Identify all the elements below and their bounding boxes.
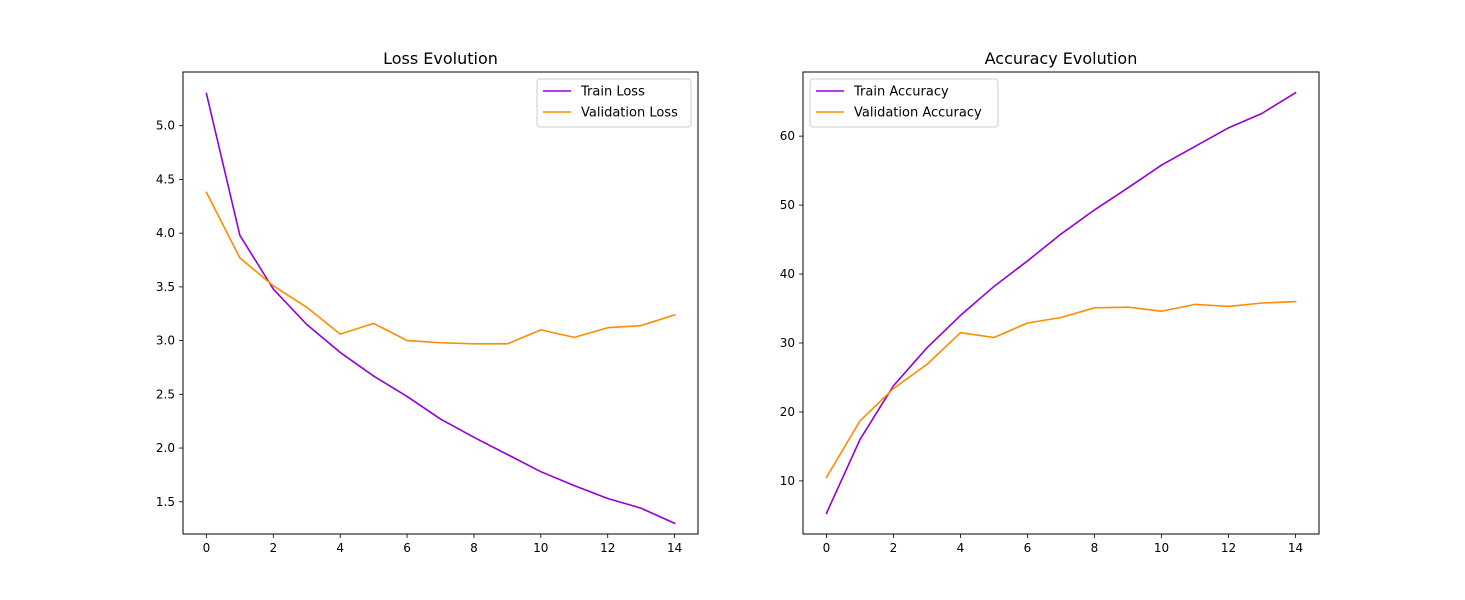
loss-x-tick-label: 12 — [600, 541, 615, 555]
loss-y-tick-label: 5.0 — [156, 119, 175, 133]
loss-plot-frame — [182, 71, 699, 535]
accuracy-legend-label-train-accuracy: Train Accuracy — [853, 85, 949, 100]
loss-legend-box — [536, 78, 692, 128]
accuracy-series-line-validation-accuracy — [825, 300, 1297, 479]
loss-x-tick-label: 6 — [403, 541, 411, 555]
accuracy-x-tick-label: 2 — [890, 541, 898, 555]
accuracy-chart: Accuracy Evolution 0 2 4 6 8 10 12 14 10 20 30 40 50 6… — [780, 49, 1320, 555]
loss-x-tick-label: 10 — [533, 541, 548, 555]
loss-x-tick-label: 14 — [667, 541, 682, 555]
accuracy-series-line-train-accuracy — [825, 91, 1297, 515]
loss-y-tick-label: 2.0 — [156, 441, 175, 455]
loss-series-line-train-loss — [205, 92, 676, 525]
loss-chart: Loss Evolution 0 2 4 6 8 10 12 14 1.5 2.0 2.5 3.0 3.5… — [156, 49, 699, 555]
accuracy-y-tick-label: 10 — [780, 474, 795, 488]
accuracy-x-tick-label: 0 — [823, 541, 831, 555]
accuracy-x-tick-label: 12 — [1221, 541, 1236, 555]
accuracy-x-tick-label: 6 — [1024, 541, 1032, 555]
loss-legend: Train Loss Validation Loss — [536, 78, 692, 128]
accuracy-y-tick-label: 40 — [780, 267, 795, 281]
accuracy-x-tick-label: 10 — [1154, 541, 1169, 555]
accuracy-y-tick-label: 30 — [780, 336, 795, 350]
loss-y-tick-label: 1.5 — [156, 495, 175, 509]
accuracy-plot-frame — [802, 71, 1320, 535]
accuracy-x-tick-label: 14 — [1288, 541, 1303, 555]
accuracy-chart-title: Accuracy Evolution — [985, 49, 1138, 68]
loss-x-tick-label: 8 — [470, 541, 478, 555]
loss-x-tick-label: 2 — [269, 541, 277, 555]
accuracy-y-tick-label: 20 — [780, 405, 795, 419]
accuracy-y-tick-label: 60 — [780, 129, 795, 143]
loss-y-tick-label: 2.5 — [156, 387, 175, 401]
loss-x-tick-label: 0 — [203, 541, 211, 555]
loss-x-tick-label: 4 — [336, 541, 344, 555]
loss-legend-label-train-loss: Train Loss — [580, 85, 645, 100]
loss-series-line-validation-loss — [205, 191, 676, 345]
loss-y-tick-label: 3.5 — [156, 280, 175, 294]
loss-chart-title: Loss Evolution — [383, 49, 498, 68]
accuracy-legend: Train Accuracy Validation Accuracy — [809, 78, 999, 128]
accuracy-legend-label-validation-accuracy: Validation Accuracy — [854, 106, 982, 121]
accuracy-x-tick-label: 8 — [1091, 541, 1099, 555]
accuracy-legend-box — [809, 78, 999, 128]
accuracy-x-tick-label: 4 — [957, 541, 965, 555]
loss-y-tick-label: 4.0 — [156, 226, 175, 240]
loss-y-tick-label: 3.0 — [156, 334, 175, 348]
loss-y-tick-label: 4.5 — [156, 172, 175, 186]
loss-legend-label-validation-loss: Validation Loss — [581, 106, 678, 121]
accuracy-y-tick-label: 50 — [780, 198, 795, 212]
